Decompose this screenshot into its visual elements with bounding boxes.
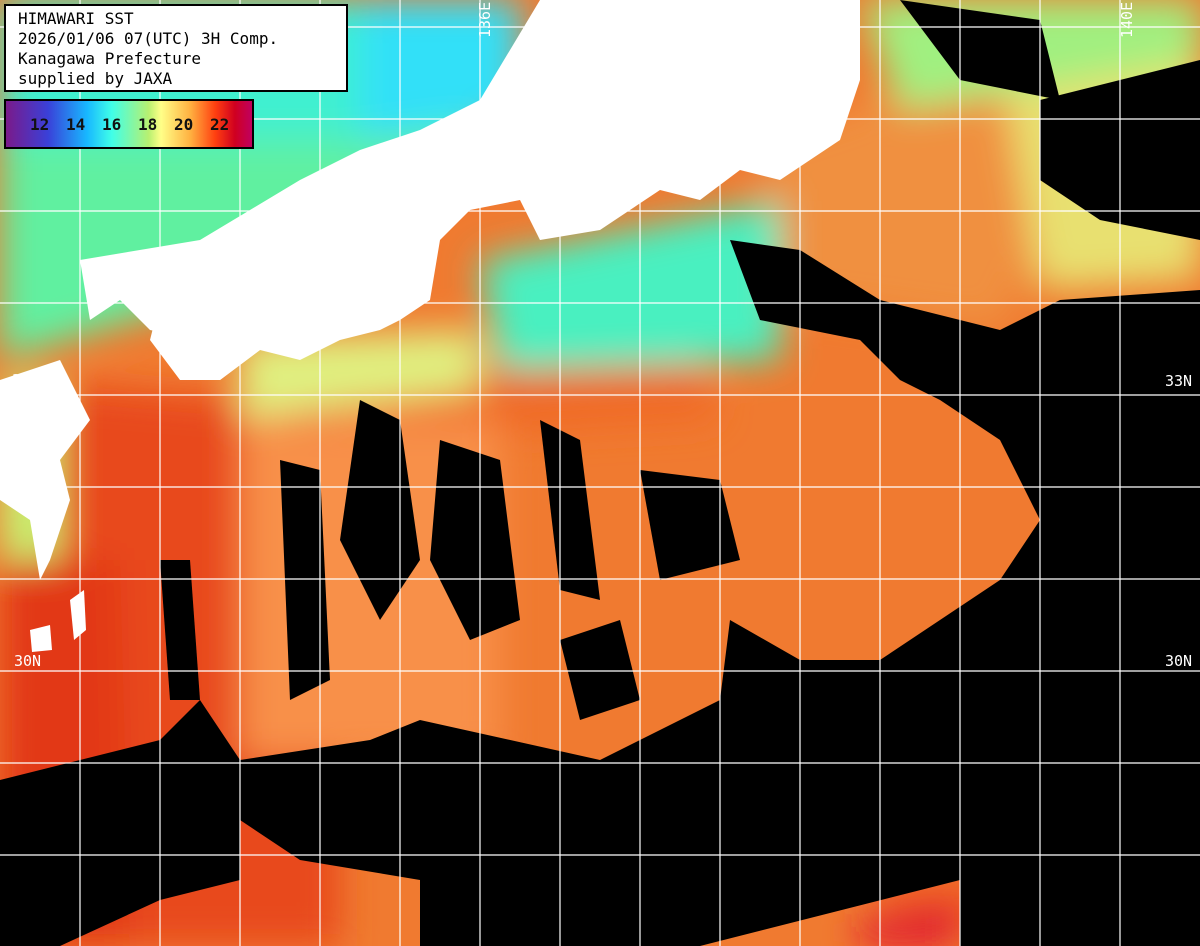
temperature-colorbar: 12 14 16 18 20 22 — [4, 99, 254, 149]
lon-label-136e: 136E — [476, 1, 494, 38]
lat-label-33n-right: 33N — [1165, 372, 1193, 390]
colorbar-tick: 18 — [138, 114, 158, 134]
land — [0, 0, 860, 652]
lon-label-140e: 140E — [1118, 1, 1136, 38]
colorbar-tick: 20 — [174, 114, 194, 134]
colorbar-tick: 14 — [66, 114, 86, 134]
lat-label-33n-left: 33 — [12, 371, 31, 389]
colorbar-tick: 22 — [210, 114, 230, 134]
map-datetime: 2026/01/06 07(UTC) 3H Comp. — [18, 29, 279, 48]
map-title: HIMAWARI SST — [18, 9, 134, 28]
lat-label-30n-right: 30N — [1165, 652, 1193, 670]
colorbar-tick: 12 — [30, 114, 50, 134]
info-box: HIMAWARI SST 2026/01/06 07(UTC) 3H Comp.… — [4, 4, 348, 92]
colorbar-tick: 16 — [102, 114, 122, 134]
map-prefecture: Kanagawa Prefecture — [18, 49, 202, 68]
map-credit: supplied by JAXA — [18, 69, 173, 88]
lat-label-30n-left: 30N — [14, 652, 42, 670]
